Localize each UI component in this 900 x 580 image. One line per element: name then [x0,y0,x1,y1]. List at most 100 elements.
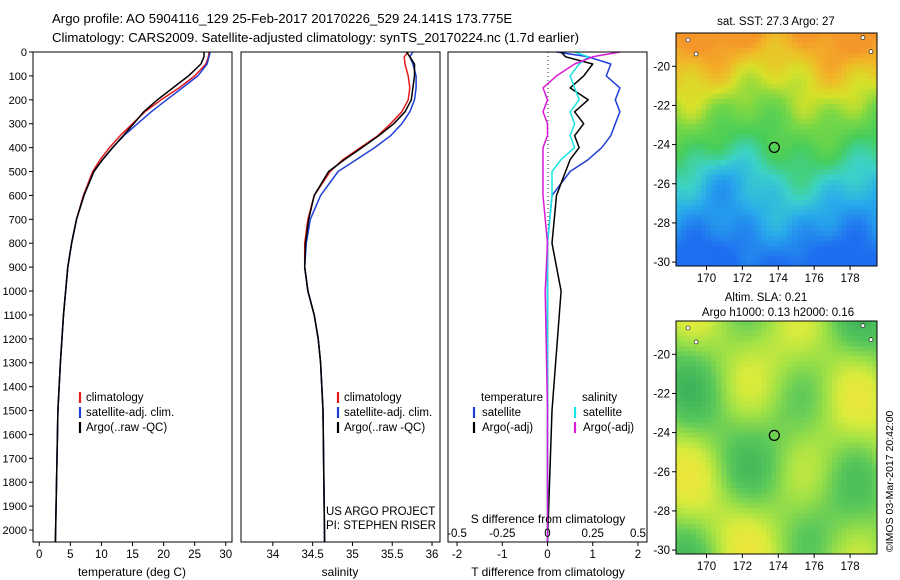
map-cell [761,245,767,252]
map-cell [821,533,828,540]
map-cell [736,220,742,226]
map-cell [706,119,712,125]
map-cell [786,134,792,140]
map-cell [866,98,873,105]
map-cell [701,478,707,484]
map-cell [821,83,828,90]
map-cell [681,38,687,44]
map-cell [736,371,742,378]
map-cell [756,326,762,332]
map-cell [821,427,828,433]
map-cell [721,245,727,252]
map-cell [796,381,802,388]
map-cell [856,417,863,423]
map-cell [696,391,702,398]
map-cell [761,462,767,469]
map-cell [791,144,797,150]
map-cell [776,478,782,484]
map-cell [851,149,858,155]
map-cell [701,149,707,155]
map-cell [871,442,878,448]
map-cell [756,114,762,120]
map-cell [751,331,757,337]
map-cell [726,225,732,231]
map-cell [696,88,702,95]
map-cell [801,543,807,550]
map-cell [861,119,868,125]
map-cell [856,371,863,378]
map-cell [801,356,807,362]
map-cell [791,174,797,181]
map-cell [771,108,777,115]
map-cell [811,63,817,69]
map-cell [711,38,717,44]
map-cell [781,356,787,362]
legend-title-salinity: salinity [582,392,617,404]
map-cell [806,427,812,433]
map-cell [761,43,767,49]
map-cell [861,73,868,79]
map-cell [811,361,817,367]
map-cell [796,417,802,423]
map-cell [746,376,752,383]
map-cell [846,483,853,489]
map-cell [871,538,878,545]
map-cell [736,548,742,555]
map-cell [851,43,858,49]
map-cell [866,543,873,550]
map-cell [861,498,868,504]
map-cell [826,139,833,145]
map-cell [831,164,838,171]
map-cell [776,437,782,443]
map-cell [731,210,737,216]
map-cell [701,245,707,252]
map-cell [756,371,762,378]
map-cell [756,210,762,216]
map-cell [801,169,807,176]
sla-map-title-1: Altim. SLA: 0.21 [725,292,807,304]
map-cell [721,250,727,257]
map-cell [851,508,858,514]
map-cell [706,83,712,90]
map-cell [771,331,777,337]
map-cell [686,250,692,257]
map-cell [731,68,737,74]
map-cell [861,225,868,231]
map-cell [771,533,777,540]
map-cell [811,417,817,423]
map-cell [696,245,702,252]
map-cell [866,493,873,499]
map-cell [726,493,732,499]
map-cell [801,225,807,231]
map-cell [841,452,848,459]
map-cell [781,452,787,459]
map-cell [696,483,702,489]
map-cell [851,361,858,367]
map-cell [716,210,722,216]
map-cell [746,139,752,145]
map-cell [771,346,777,352]
map-cell [816,341,823,347]
map-cell [806,83,812,90]
map-cell [831,346,838,352]
x-tick-label-2: 35 [346,549,359,561]
map-cell [686,386,692,393]
map-cell [801,240,807,247]
map-cell [706,88,712,95]
map-cell [821,396,828,403]
map-cell [821,417,828,423]
map-cell [806,513,812,519]
map-cell [771,205,777,211]
map-cell [706,498,712,504]
map-cell [711,73,717,79]
map-cell [806,108,812,115]
map-cell [806,396,812,403]
map-cell [721,432,727,438]
map-cell [736,108,742,115]
map-cell [701,533,707,540]
map-cell [731,230,737,236]
map-cell [681,190,687,196]
map-cell [841,88,848,95]
map-cell [696,341,702,347]
map-cell [696,462,702,469]
